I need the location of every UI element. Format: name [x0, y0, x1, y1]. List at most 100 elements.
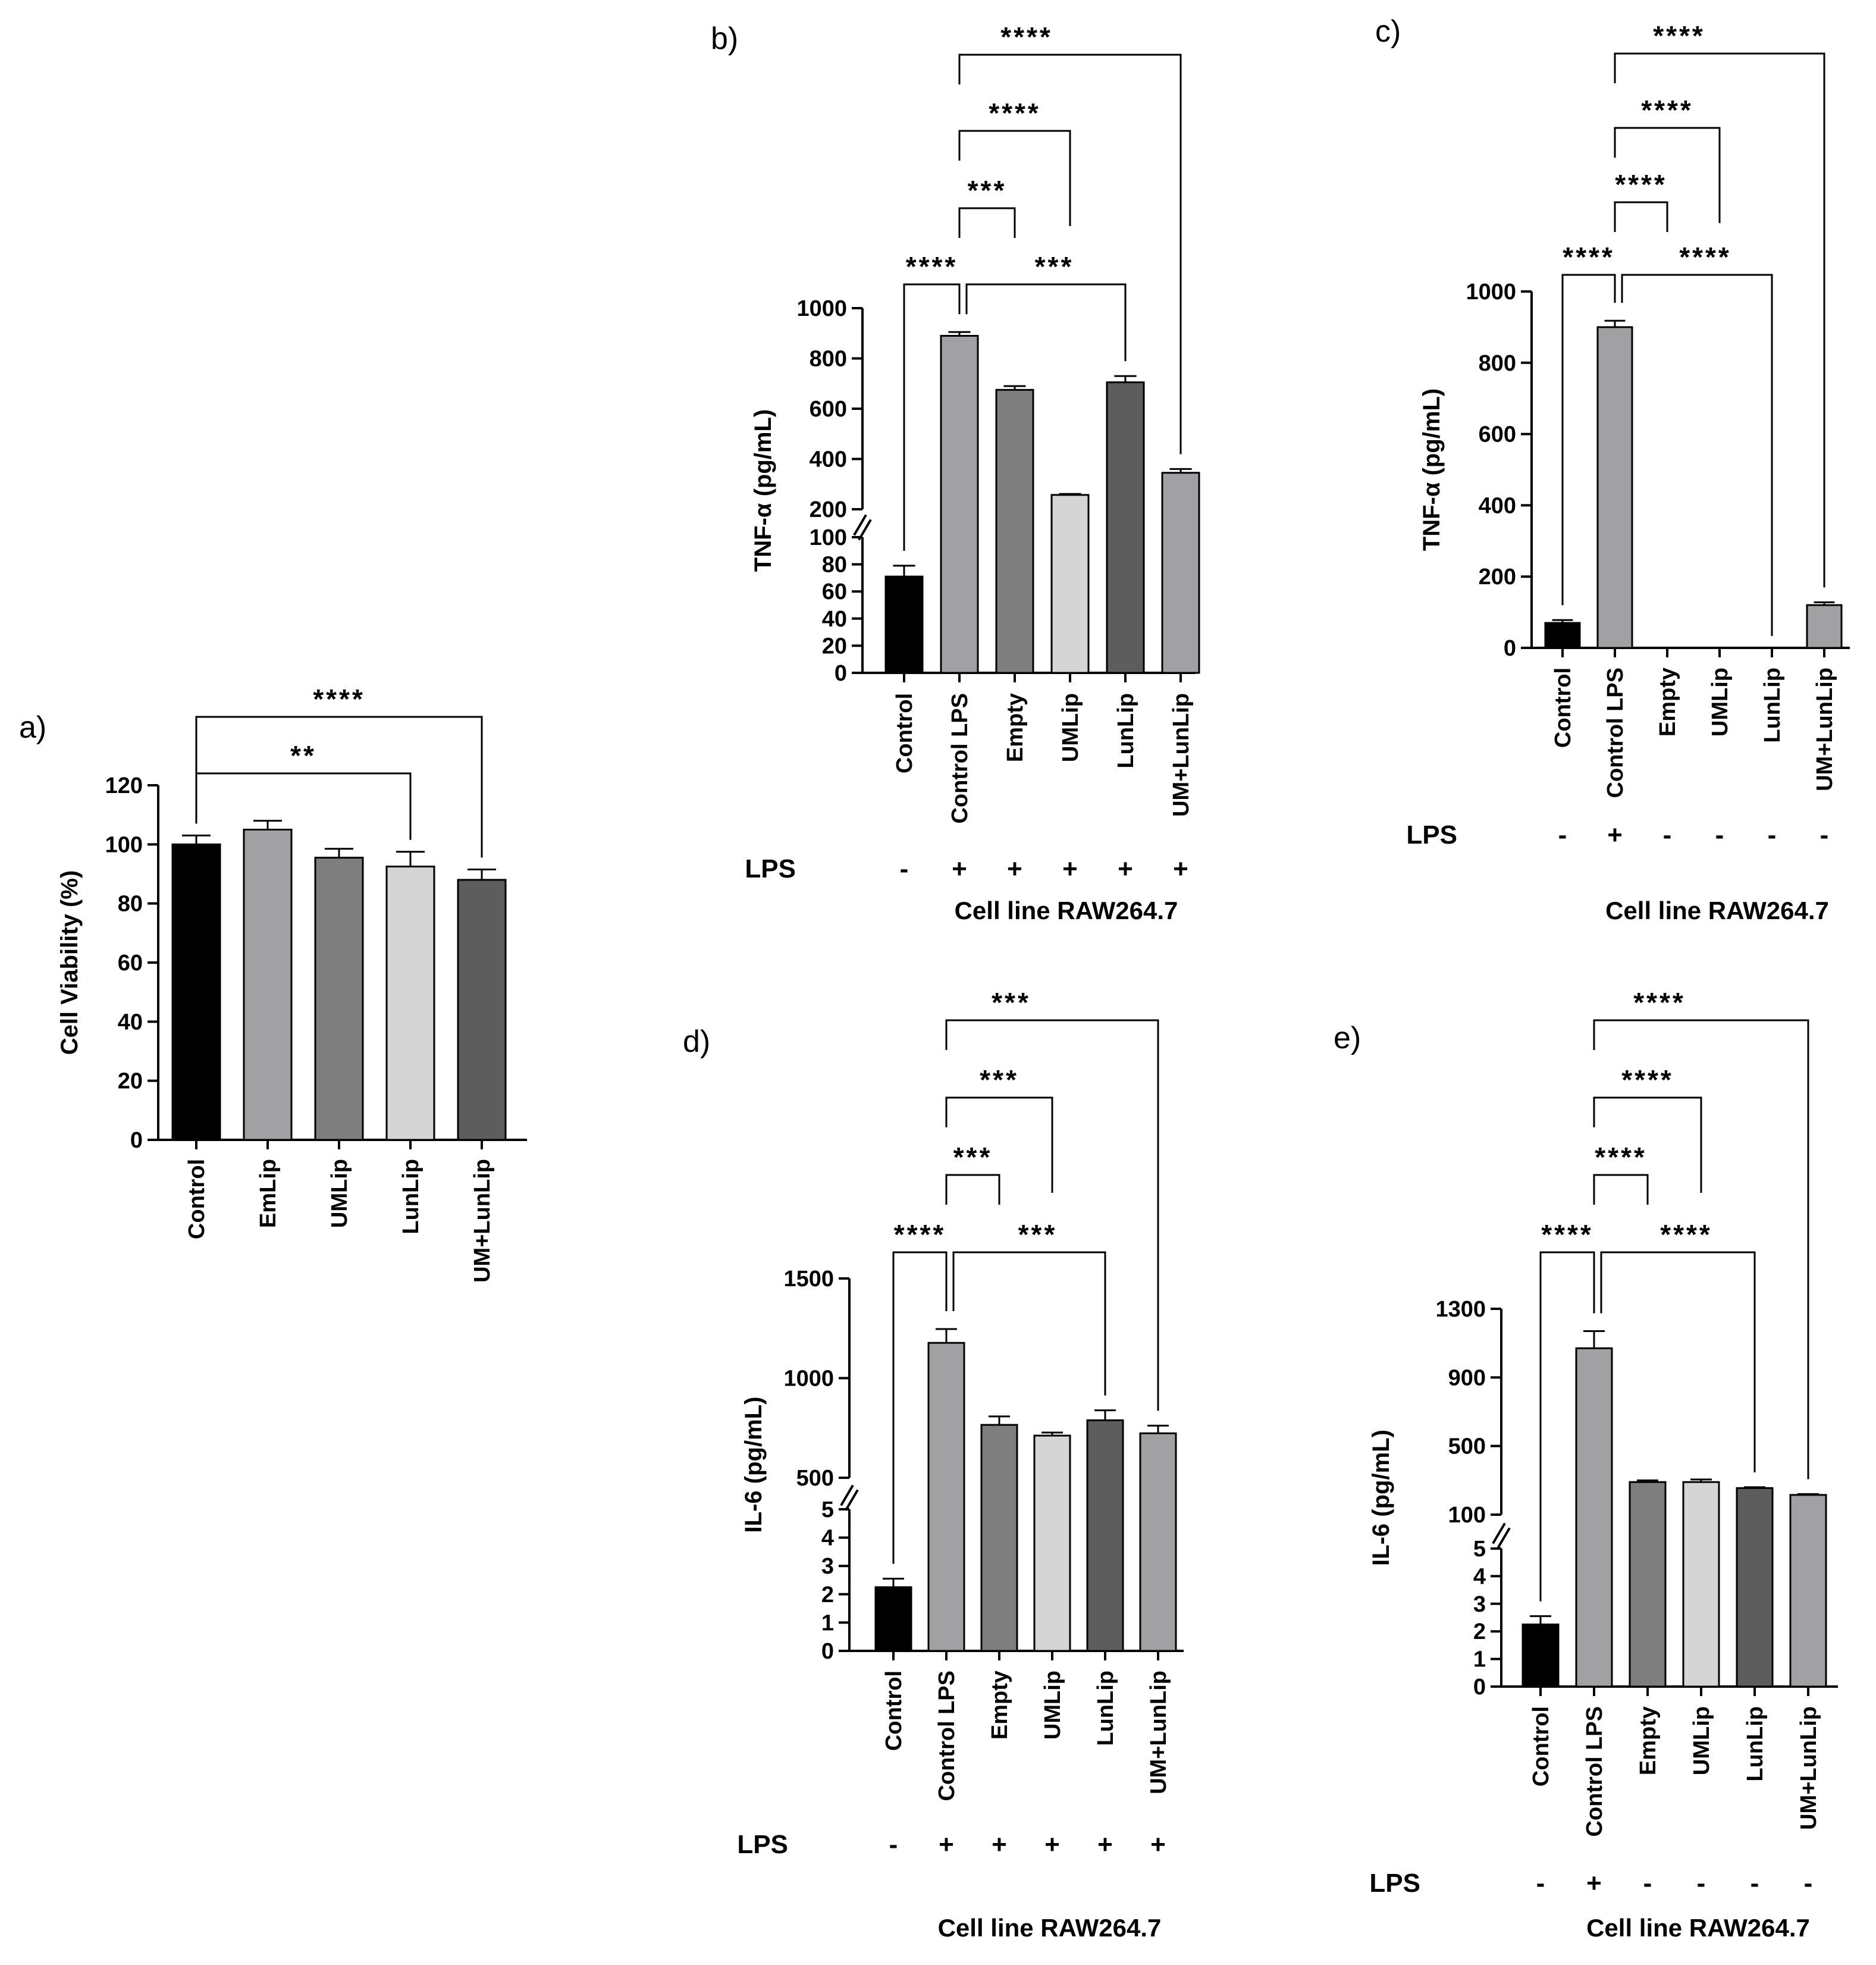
y-axis-label: Cell Viability (%)	[57, 870, 83, 1055]
error-bar	[1604, 319, 1626, 327]
panel-label: e)	[1334, 1021, 1361, 1055]
significance-bracket	[1593, 1096, 1702, 1193]
significance-stars: ****	[1633, 987, 1686, 1018]
category-label: LunLip	[399, 1159, 423, 1234]
significance-bracket	[1621, 274, 1773, 636]
bar-2	[980, 1424, 1018, 1652]
bar-2	[995, 388, 1034, 674]
significance-stars: ****	[1660, 1219, 1712, 1250]
error-bar	[1147, 1424, 1169, 1434]
lps-sign: +	[1586, 1869, 1602, 1898]
significance-stars: ****	[894, 1219, 946, 1250]
category-label: Control	[881, 1671, 906, 1751]
significance-stars: ****	[1541, 1219, 1593, 1250]
significance-stars: **	[290, 740, 316, 771]
bar-4	[457, 879, 507, 1141]
error-bar	[1637, 1479, 1658, 1483]
y-tick-label: 200	[810, 497, 847, 522]
y-tick-label: 800	[1479, 351, 1516, 376]
y-tick-label: 4	[1473, 1564, 1486, 1589]
y-tick-label: 500	[1448, 1434, 1486, 1459]
bar-3	[1682, 1481, 1720, 1688]
significance-bracket	[1614, 127, 1721, 223]
y-tick-label: 1000	[783, 1367, 834, 1392]
x-axis-title: Cell line RAW264.7	[955, 897, 1178, 924]
significance-stars: ****	[1000, 21, 1053, 52]
chart-panel-e: e) 0 1 23 45 100 500 900 1300 IL-6 (pg/mL) Control…	[1334, 987, 1838, 1942]
y-axis-label: IL-6 (pg/mL)	[1368, 1430, 1394, 1566]
error-bar	[1003, 385, 1026, 390]
error-bar	[1169, 468, 1192, 473]
lps-sign: -	[1750, 1869, 1759, 1898]
y-tick-label: 120	[105, 773, 143, 798]
error-bar	[1583, 1330, 1605, 1349]
significance-stars: ****	[1679, 242, 1731, 272]
significance-bracket	[945, 1174, 1000, 1205]
bar-0	[1521, 1624, 1560, 1688]
bar-1	[1596, 326, 1633, 649]
significance-stars: ***	[968, 175, 1007, 206]
lps-sign: +	[1607, 820, 1623, 850]
category-label: Control	[184, 1159, 209, 1239]
error-bar	[1041, 1431, 1063, 1436]
significance-stars: ***	[1035, 251, 1074, 282]
significance-bracket	[958, 54, 1182, 455]
y-tick-label: 800	[810, 347, 847, 372]
y-tick-label: 1	[821, 1610, 834, 1635]
category-label: UM+LunLip	[1146, 1671, 1171, 1794]
y-tick-label: 1000	[1466, 280, 1516, 305]
chart-panel-c: c) 0 200 400 600 800 1000 TNF-α (pg/mL) Control -…	[1375, 14, 1850, 924]
bar-1	[940, 334, 979, 674]
panel-label: a)	[19, 710, 46, 745]
y-tick-label: 500	[796, 1466, 834, 1491]
category-label: LunLip	[1760, 667, 1785, 743]
y-tick-label: 600	[810, 397, 847, 422]
lps-sign: +	[992, 1830, 1007, 1859]
significance-stars: ****	[1621, 1064, 1674, 1095]
lps-sign: -	[1715, 820, 1724, 850]
lps-sign: +	[1044, 1830, 1060, 1859]
y-tick-label: 5	[1473, 1537, 1486, 1562]
y-axis-label: TNF-α (pg/mL)	[750, 409, 776, 572]
y-tick-label: 400	[810, 447, 847, 472]
error-bar	[883, 1578, 904, 1587]
category-label: Control	[1529, 1706, 1554, 1787]
error-bar	[1744, 1486, 1765, 1488]
x-axis-title: Cell line RAW264.7	[938, 1914, 1162, 1942]
y-tick-label: 900	[1448, 1365, 1486, 1390]
category-label: Control LPS	[934, 1671, 959, 1801]
category-label: UM+LunLip	[470, 1159, 495, 1283]
category-label: UMLip	[1708, 667, 1733, 737]
error-bar	[1690, 1478, 1712, 1483]
lps-sign: -	[1804, 1869, 1813, 1898]
significance-bracket	[903, 283, 961, 551]
bar-0	[1544, 622, 1581, 649]
bar-1	[243, 829, 293, 1141]
bar-0	[171, 843, 221, 1141]
panel-label: d)	[683, 1024, 710, 1059]
category-label: UMLip	[1058, 693, 1083, 762]
y-tick-label: 0	[130, 1128, 143, 1153]
y-tick-label: 2	[821, 1582, 834, 1607]
lps-sign: +	[1062, 854, 1078, 883]
y-tick-label: 600	[1479, 422, 1516, 447]
error-bar	[893, 565, 915, 577]
lps-sign: +	[952, 854, 967, 883]
error-bar	[182, 834, 211, 845]
error-bar	[468, 869, 496, 880]
error-bar	[1530, 1615, 1551, 1625]
y-tick-label: 100	[810, 525, 847, 550]
category-label: UMLip	[1040, 1671, 1065, 1740]
bar-4	[1736, 1487, 1774, 1688]
bar-4	[1086, 1419, 1124, 1652]
y-tick-label: 20	[118, 1069, 143, 1094]
error-bar	[1814, 601, 1835, 606]
significance-bracket	[195, 716, 483, 858]
chart-panel-d: d) 0 1 2 3 4 5 500 1000 1500 IL-6 (pg/mL) Control - C…	[683, 987, 1184, 1942]
axis-break-mark	[840, 1484, 859, 1511]
significance-stars: ****	[313, 684, 365, 714]
category-label: LunLip	[1093, 1671, 1118, 1746]
category-label: UM+LunLip	[1796, 1706, 1821, 1830]
